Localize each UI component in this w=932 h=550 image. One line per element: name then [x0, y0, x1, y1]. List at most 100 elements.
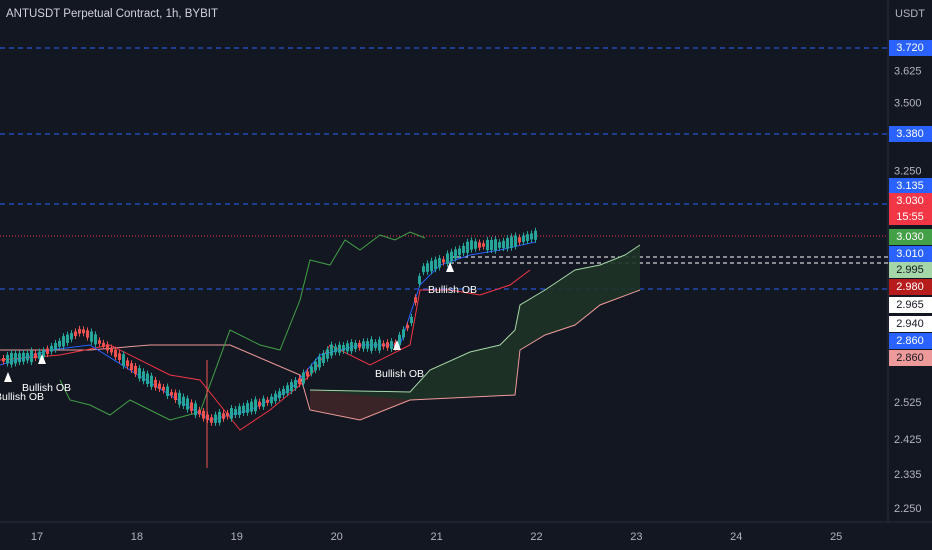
candle-body	[410, 316, 413, 324]
candle-body	[318, 356, 321, 368]
candle-body	[398, 334, 401, 346]
candle-body	[150, 375, 153, 387]
candle-body	[34, 353, 37, 359]
price-label: 2.250	[894, 503, 922, 515]
candle-body	[338, 344, 341, 353]
date-label: 20	[331, 531, 343, 543]
price-label: 2.425	[894, 434, 922, 446]
candle-body	[250, 401, 253, 412]
candle-body	[6, 354, 9, 364]
candle-body	[254, 399, 257, 412]
candle-body	[22, 352, 25, 362]
candle-body	[326, 349, 329, 359]
candle-body	[46, 348, 49, 355]
candle-body	[406, 325, 409, 329]
candle-body	[114, 349, 117, 358]
candle-body	[38, 351, 41, 359]
date-label: 22	[530, 531, 542, 543]
cloud	[310, 245, 640, 410]
candle-body	[514, 235, 517, 247]
ob-icon	[446, 262, 454, 272]
candle-body	[154, 379, 157, 388]
candle-body	[174, 392, 177, 400]
candle-body	[306, 371, 309, 377]
level-lines	[0, 47, 888, 290]
candle-body	[498, 242, 501, 248]
candle-body	[530, 233, 533, 240]
candle-body	[42, 350, 45, 358]
price-tag	[889, 126, 932, 142]
candle-body	[310, 366, 313, 374]
ob-icon	[4, 372, 12, 382]
candle-body	[274, 393, 277, 402]
price-tag-time: 15:55	[896, 211, 924, 223]
candle-body	[462, 245, 465, 254]
candle-body	[262, 398, 265, 407]
candle-body	[438, 258, 441, 268]
candle-body	[370, 339, 373, 351]
candle-body	[234, 408, 237, 416]
span-b	[0, 289, 641, 421]
candle-body	[158, 383, 161, 389]
candle-body	[458, 248, 461, 256]
candle-body	[426, 263, 429, 272]
candle-body	[230, 408, 233, 419]
date-label: 23	[630, 531, 642, 543]
candle-body	[238, 406, 241, 415]
axis-unit: USDT	[895, 8, 925, 20]
candle-body	[386, 342, 389, 348]
price-label: 2.525	[894, 397, 922, 409]
date-label: 18	[131, 531, 143, 543]
candle-body	[378, 339, 381, 351]
candle-body	[350, 342, 353, 352]
candle-body	[126, 360, 129, 367]
candle-body	[122, 354, 125, 366]
candle-body	[474, 241, 477, 249]
candle-body	[222, 413, 225, 419]
candle-body	[226, 412, 229, 417]
annotation: Bullish OB	[0, 391, 44, 403]
candle-body	[522, 235, 525, 242]
candle-body	[98, 340, 101, 344]
price-tag	[889, 333, 932, 349]
date-label: 17	[31, 531, 43, 543]
candle-body	[210, 417, 213, 423]
candle-body	[78, 328, 81, 334]
candle-body	[138, 368, 141, 379]
candle-body	[478, 242, 481, 248]
lagging-line	[59, 231, 426, 421]
candle-body	[26, 353, 29, 361]
price-tag	[889, 229, 932, 245]
price-tag-label: 2.965	[896, 299, 924, 311]
candle-body	[314, 361, 317, 371]
candle-body	[390, 341, 393, 349]
candle-body	[86, 330, 89, 338]
candle-body	[346, 343, 349, 352]
candle-body	[198, 409, 201, 415]
candle-body	[94, 334, 97, 345]
candle-body	[286, 385, 289, 394]
cloud	[310, 390, 410, 420]
candle-body	[374, 342, 377, 348]
candle-body	[218, 411, 221, 423]
candle-body	[142, 371, 145, 382]
candle-body	[362, 341, 365, 349]
candle-body	[482, 243, 485, 247]
price-tag	[889, 262, 932, 278]
candle-body	[342, 345, 345, 351]
candle-body	[430, 260, 433, 272]
span-a	[309, 244, 641, 393]
candle-body	[214, 414, 217, 423]
price-tag-label: 3.030	[896, 231, 924, 243]
candle-body	[58, 340, 61, 347]
price-tag-label: 2.980	[896, 281, 924, 293]
ob-icon	[393, 340, 401, 350]
candle-body	[178, 392, 181, 405]
candle-body	[166, 386, 169, 397]
candle-body	[54, 342, 57, 350]
candle-body	[74, 331, 77, 337]
candle-body	[170, 392, 173, 396]
candle-body	[322, 352, 325, 364]
candle-body	[194, 403, 197, 416]
